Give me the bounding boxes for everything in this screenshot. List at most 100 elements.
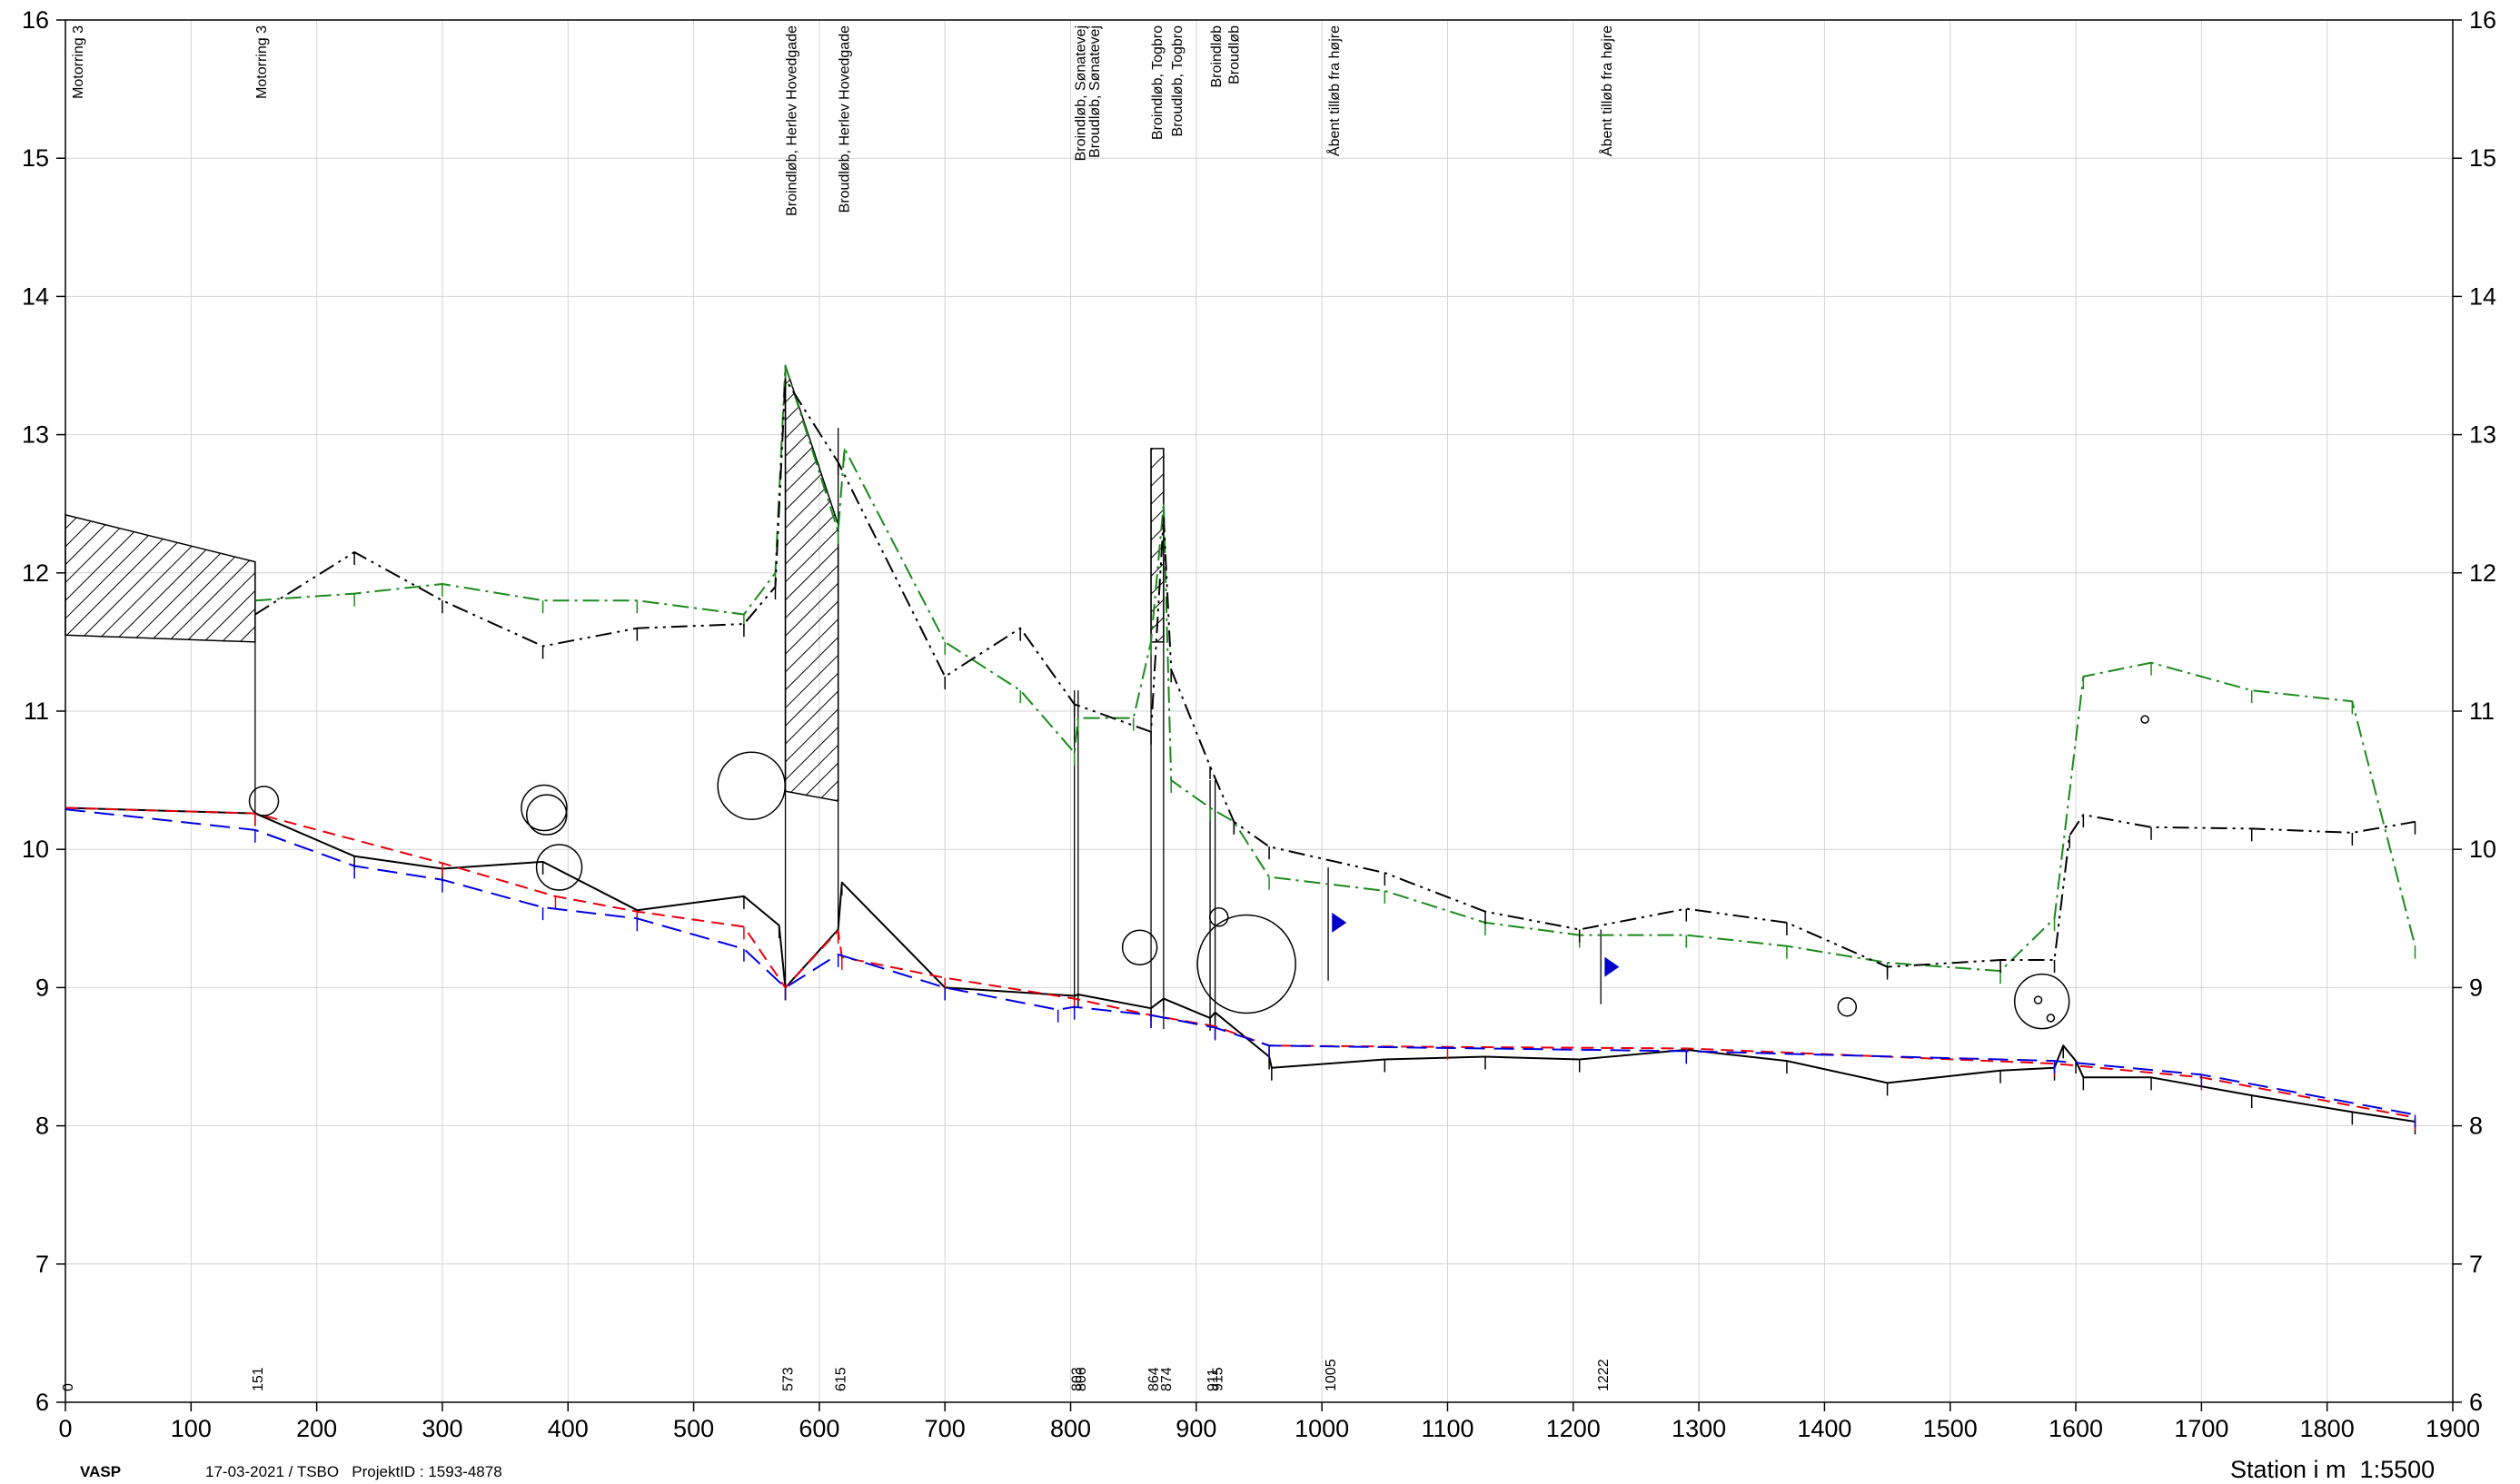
profile-line-4 <box>254 378 2416 968</box>
y-tick-label-right: 11 <box>2469 697 2495 725</box>
hatched-area <box>64 513 256 643</box>
top-label: Broudløb, Herlev Hovedgade <box>838 25 853 213</box>
station-label: 806 <box>1074 1367 1089 1391</box>
x-tick-label: 1300 <box>1672 1415 1726 1442</box>
top-label: Broindløb, Togbro <box>1150 25 1166 140</box>
footer-logo: VASP <box>80 1463 122 1480</box>
x-tick-label: 1100 <box>1421 1415 1473 1442</box>
top-label: Broindløb <box>1209 25 1225 88</box>
y-tick-label-right: 15 <box>2469 144 2496 172</box>
top-label: Broudløb <box>1226 25 1242 84</box>
y-axis-left-ticks: 6 7 8 9 10 11 12 13 14 15 16 <box>22 6 65 1416</box>
x-tick-label: 1000 <box>1295 1415 1349 1442</box>
node-circle <box>1208 907 1229 927</box>
station-label: 803 <box>1070 1367 1086 1391</box>
y-tick-label-right: 16 <box>2469 6 2496 34</box>
node-circle <box>2140 715 2149 724</box>
top-label: Motorring 3 <box>71 25 86 99</box>
y-tick-label-right: 9 <box>2469 974 2483 1001</box>
station-label: 1222 <box>1596 1359 1612 1391</box>
x-axis-ticks: 0 100 200 300 400 500 600 700 800 900 1000 1100 1200… <box>58 1402 2480 1442</box>
y-tick-label-left: 11 <box>24 697 49 725</box>
node-circle <box>248 786 280 816</box>
y-tick-label-left: 8 <box>35 1113 49 1140</box>
y-tick-label-left: 9 <box>35 974 49 1001</box>
y-tick-label-left: 12 <box>22 559 49 587</box>
node-circle <box>2033 995 2043 1004</box>
x-tick-label: 200 <box>296 1415 337 1442</box>
station-label: 615 <box>834 1367 849 1391</box>
y-tick-label-left: 7 <box>35 1251 49 1278</box>
top-label: Åbent tilløb fra højre <box>1325 25 1343 156</box>
y-tick-label-right: 12 <box>2469 559 2496 587</box>
node-circle <box>2013 973 2070 1030</box>
top-label: Broudløb, Togbro <box>1170 25 1186 137</box>
x-tick-label: 300 <box>422 1415 462 1442</box>
profile-series <box>64 364 2416 1135</box>
x-tick-label: 1500 <box>1923 1415 1978 1442</box>
x-tick-label: 700 <box>925 1415 966 1442</box>
x-tick-label: 900 <box>1176 1415 1216 1442</box>
node-circle <box>1837 996 1858 1017</box>
hatched-area <box>784 365 839 802</box>
x-tick-label: 1800 <box>2300 1415 2355 1442</box>
node-circle <box>2046 1014 2056 1023</box>
station-label: 573 <box>781 1367 797 1391</box>
y-tick-label-right: 10 <box>2469 836 2496 863</box>
y-tick-label-right: 14 <box>2469 282 2496 310</box>
vertical-markers <box>254 365 1602 1030</box>
x-tick-label: 100 <box>171 1415 212 1442</box>
y-tick-label-right: 7 <box>2469 1251 2483 1278</box>
top-labels: Motorring 3 Motorring 3 Broindløb, Herlev … <box>71 25 1615 216</box>
x-axis-title: Station i m 1:5500 <box>2230 1456 2436 1483</box>
node-circle <box>1196 914 1296 1014</box>
node-circle <box>521 784 568 832</box>
top-label: Broindløb, Sønatevej <box>1074 25 1089 161</box>
node-circle <box>525 794 568 836</box>
grid <box>64 19 2454 1403</box>
x-tick-label: 1600 <box>2049 1415 2103 1442</box>
x-tick-label: 1900 <box>2426 1415 2480 1442</box>
station-label: 1005 <box>1324 1359 1339 1391</box>
top-label: Broindløb, Herlev Hovedgade <box>785 25 800 216</box>
profile-line-3 <box>254 364 2416 973</box>
station-label: 864 <box>1146 1367 1162 1391</box>
y-tick-label-right: 13 <box>2469 421 2496 449</box>
y-tick-label-left: 14 <box>22 282 49 310</box>
x-tick-label: 1700 <box>2174 1415 2228 1442</box>
y-tick-label-left: 16 <box>22 6 49 34</box>
inflow-flag <box>1332 912 1347 933</box>
top-label: Motorring 3 <box>254 25 270 99</box>
footer-meta: 17-03-2021 / TSBO ProjektID : 1593-4878 <box>205 1463 502 1480</box>
y-tick-label-right: 8 <box>2469 1113 2483 1140</box>
y-tick-label-left: 15 <box>22 144 49 172</box>
top-label: Broudløb, Sønatevej <box>1087 25 1103 158</box>
x-tick-label: 600 <box>799 1415 839 1442</box>
node-circle <box>535 844 583 891</box>
x-tick-label: 500 <box>673 1415 714 1442</box>
x-tick-label: 800 <box>1050 1415 1091 1442</box>
node-circles <box>248 715 2149 1030</box>
y-tick-label-left: 6 <box>35 1389 49 1416</box>
station-label: 0 <box>61 1383 76 1391</box>
y-tick-label-right: 6 <box>2469 1389 2483 1416</box>
node-circle <box>717 751 786 820</box>
x-tick-label: 400 <box>548 1415 589 1442</box>
y-tick-label-left: 13 <box>22 421 49 449</box>
y-axis-right-ticks: 6 7 8 9 10 11 12 13 14 15 16 <box>2453 6 2496 1416</box>
top-label: Åbent tilløb fra højre <box>1598 25 1615 156</box>
station-label: 151 <box>251 1367 266 1391</box>
node-circle <box>1121 929 1158 966</box>
station-label: 911 <box>1205 1368 1221 1391</box>
station-label: 874 <box>1159 1367 1175 1391</box>
hatched-structures <box>64 365 1165 802</box>
x-tick-label: 1400 <box>1797 1415 1851 1442</box>
y-tick-label-left: 10 <box>22 836 49 863</box>
x-tick-label: 1200 <box>1546 1415 1601 1442</box>
inflow-flags <box>1332 912 1620 977</box>
station-label: 915 <box>1211 1367 1226 1391</box>
x-tick-label: 0 <box>58 1415 72 1442</box>
